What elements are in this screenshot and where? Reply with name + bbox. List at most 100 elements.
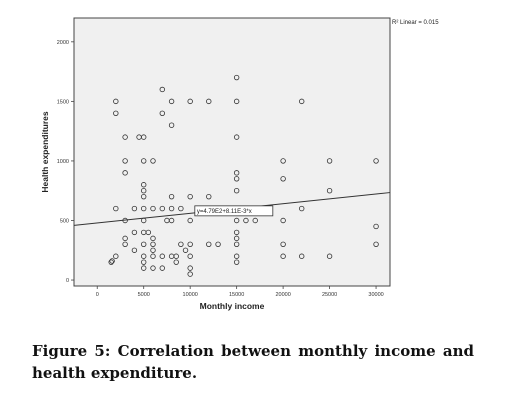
data-point [141, 158, 147, 164]
data-point [252, 217, 258, 224]
x-tick-label: 10000 [183, 292, 198, 298]
fit-equation-box [194, 205, 274, 217]
data-point [187, 253, 193, 259]
data-point [280, 176, 286, 182]
data-point [233, 253, 240, 259]
data-point [233, 259, 240, 265]
data-point [233, 241, 240, 248]
scatter-figure: 0 5000 10000 15000 20000 25000 30000 0 500 1000 1… [40, 17, 439, 311]
data-point [150, 241, 156, 248]
data-point [373, 241, 379, 248]
x-tick-label: 20000 [275, 292, 290, 298]
plot-area [73, 17, 391, 287]
data-point [150, 158, 156, 164]
data-point [373, 223, 379, 230]
data-point [145, 229, 152, 236]
y-tick-label: 1000 [57, 159, 69, 165]
data-point [113, 110, 119, 116]
y-axis-ticks: 0 500 1000 1500 2000 [57, 40, 74, 284]
data-point [206, 241, 212, 248]
data-point [280, 253, 286, 259]
data-point [168, 205, 175, 212]
data-point [280, 217, 286, 224]
data-point [206, 98, 212, 105]
data-point [122, 170, 128, 176]
data-point [131, 247, 138, 253]
data-point [233, 176, 240, 182]
data-point [141, 134, 147, 140]
data-point [168, 217, 175, 224]
data-point [326, 188, 333, 194]
data-point [141, 241, 147, 248]
data-point [326, 253, 333, 259]
data-point [159, 265, 165, 271]
data-point [113, 98, 119, 105]
data-point [187, 98, 193, 105]
data-point [187, 271, 193, 277]
data-point [187, 193, 193, 200]
data-point [299, 98, 305, 105]
data-point [131, 229, 138, 236]
data-point [326, 158, 333, 164]
data-point [150, 205, 156, 212]
x-tick-label: 25000 [322, 292, 337, 298]
x-axis-label: Monthly income [200, 301, 265, 311]
data-point [233, 98, 240, 105]
y-tick-label: 500 [60, 218, 69, 224]
data-point [159, 86, 165, 93]
data-point [159, 253, 165, 259]
data-point [233, 74, 240, 81]
data-point [233, 235, 240, 242]
data-point [168, 122, 175, 128]
data-point [122, 235, 128, 242]
data-point [141, 265, 147, 271]
data-point [159, 110, 165, 116]
r-squared-legend: R² Linear = 0.015 [392, 20, 439, 26]
x-tick-label: 30000 [368, 292, 383, 298]
x-tick-label: 0 [96, 292, 99, 298]
data-point [299, 253, 305, 259]
data-point [131, 205, 138, 212]
data-point [113, 253, 119, 259]
data-point [150, 247, 156, 253]
y-tick-label: 2000 [57, 40, 69, 46]
data-point [122, 158, 128, 164]
data-point [173, 259, 179, 265]
fit-equation-label: y=4.79E2+8.11E-3*x [197, 209, 252, 215]
data-point [108, 259, 114, 265]
data-point [141, 182, 147, 188]
data-point [243, 217, 249, 224]
data-point [173, 253, 179, 259]
data-point [233, 170, 240, 176]
x-tick-label: 15000 [229, 292, 244, 298]
data-point [187, 241, 193, 248]
data-point [168, 98, 175, 105]
data-point [233, 229, 240, 236]
data-point [122, 241, 128, 248]
data-point [233, 217, 240, 224]
data-point [187, 265, 193, 271]
data-point [141, 253, 147, 259]
data-point [187, 217, 193, 224]
data-point [178, 241, 184, 248]
data-point [113, 205, 119, 212]
y-axis-label: Health expenditures [40, 111, 50, 193]
y-tick-label: 0 [66, 278, 69, 284]
data-point [150, 253, 156, 259]
data-point [233, 134, 240, 140]
x-tick-label: 5000 [138, 292, 150, 298]
figure-caption: Figure 5: Correlation between monthly in… [32, 342, 474, 382]
data-point [280, 241, 286, 248]
data-point [159, 205, 165, 212]
data-point [206, 193, 212, 200]
x-axis-ticks: 0 5000 10000 15000 20000 25000 30000 [96, 286, 384, 298]
data-point [141, 205, 147, 212]
data-point [168, 193, 175, 200]
y-tick-label: 1500 [57, 99, 69, 105]
data-point [150, 265, 156, 271]
data-points [108, 74, 379, 277]
data-point [215, 241, 221, 248]
data-point [373, 158, 379, 164]
data-point [178, 205, 184, 212]
data-point [122, 134, 128, 140]
